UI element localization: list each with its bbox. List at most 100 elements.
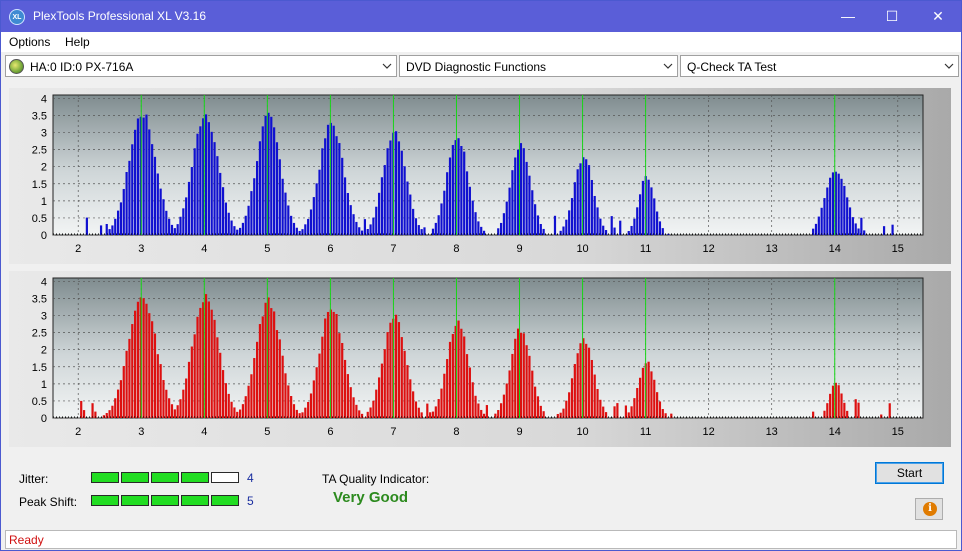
jitter-label: Jitter: [19,472,49,486]
bottom-x-tick-label: 4 [201,426,207,438]
top-histogram-bar [423,227,426,235]
top-histogram-bar [216,156,219,235]
window-title: PlexTools Professional XL V3.16 [33,9,206,23]
bottom-histogram-bar [562,408,565,418]
top-x-tick-label: 14 [829,243,841,255]
bottom-histogram-bar [502,394,506,418]
peak-shift-meter-segment [181,495,209,506]
top-histogram-bar [122,188,125,235]
bottom-histogram-bar [505,383,508,418]
title-bar[interactable]: XL PlexTools Professional XL V3.16 — ☐ ✕ [1,1,961,32]
top-histogram-bar [579,163,582,235]
bottom-histogram-bar [406,365,409,418]
close-button[interactable]: ✕ [932,8,944,24]
bottom-x-tick-label: 3 [138,426,144,438]
bottom-histogram-bar [613,406,616,418]
bottom-histogram-bar [173,409,176,418]
bottom-histogram-bar [585,343,588,418]
top-histogram-bar [190,167,193,235]
bottom-x-tick-label: 15 [892,426,904,438]
bottom-histogram-bar [440,388,443,418]
menu-help[interactable]: Help [65,35,90,49]
maximize-button[interactable]: ☐ [885,8,899,24]
top-histogram-bar [389,140,392,235]
top-histogram-bar [451,144,454,235]
top-histogram-bar [287,205,290,235]
top-histogram-bar [882,226,886,235]
menu-options[interactable]: Options [9,35,51,49]
bottom-graph-panel: 4 3.5 3 2.5 2 1.5 1 0.5 0 2 3 4 5 6 7 8 9 10 11 12 13 14 15 [9,271,951,447]
top-x-tick-label: 12 [703,243,715,255]
bottom-histogram-bar [261,316,264,418]
bottom-histogram-bar [514,338,517,418]
bottom-histogram-bar [536,396,540,418]
bottom-y-tick-label: 3.5 [32,293,47,305]
bottom-histogram-bar [638,377,642,418]
bottom-histogram-bar [429,412,432,418]
bottom-histogram-bar [369,407,372,418]
top-histogram-bar [142,117,145,235]
top-histogram-bar [230,220,233,235]
top-histogram-bar [610,216,613,235]
start-button[interactable]: Start [875,462,944,484]
top-histogram-bar [301,229,304,235]
bottom-histogram-bar [463,336,466,418]
top-histogram-bar [281,178,284,235]
top-histogram-bar [465,171,469,235]
bottom-histogram-bar [128,338,131,418]
bottom-histogram-bar [599,399,602,418]
bottom-histogram-bar [451,334,454,418]
top-histogram-bar [267,112,270,235]
bottom-histogram-bar [165,389,168,418]
top-histogram-bar [182,208,185,235]
bottom-x-tick-label: 2 [75,426,81,438]
top-histogram-bar [241,222,245,235]
minimize-button[interactable]: — [841,8,855,24]
top-histogram-bar [326,124,330,235]
bottom-histogram-bar [264,302,267,418]
bottom-histogram-bar [375,389,378,418]
top-histogram-bar [613,227,616,235]
top-histogram-bar [238,227,242,235]
peak-shift-label: Peak Shift: [19,495,78,509]
top-histogram-bar [863,230,866,235]
bottom-histogram-bar [122,366,125,418]
bottom-x-tick-label: 9 [516,426,522,438]
bottom-histogram-bar [383,349,386,418]
top-histogram-bar [848,207,852,235]
bottom-histogram-bar [366,411,369,418]
bottom-histogram-bar [380,363,384,418]
top-histogram-bar [131,144,134,235]
bottom-histogram-bar [854,399,857,418]
bottom-y-tick-label: 0.5 [32,396,47,408]
bottom-histogram-bar [230,401,233,418]
peak-shift-meter-segment [121,495,149,506]
bottom-histogram-bar [454,325,457,418]
bottom-histogram-bar [221,370,225,418]
top-histogram-bar [846,197,849,235]
top-histogram-bar [457,138,460,235]
top-histogram-bar [658,221,662,235]
top-histogram-bar [585,159,588,235]
jitter-meter [91,472,241,483]
top-histogram-bar [253,178,256,235]
top-histogram-bar [119,202,123,235]
bottom-histogram-bar [812,411,815,418]
bottom-histogram-bar [287,385,290,418]
bottom-histogram-bar [826,403,829,418]
drive-select[interactable]: HA:0 ID:0 PX-716A [5,55,397,77]
info-button[interactable]: i [915,498,943,520]
top-histogram-bar [857,228,860,235]
bottom-histogram-bar [542,411,545,418]
top-x-tick-label: 6 [327,243,333,255]
bottom-histogram-bar [460,328,463,418]
bottom-histogram-bar [312,380,315,418]
top-histogram-bar [843,185,846,235]
bottom-histogram-bar [531,370,534,418]
top-histogram-bar [270,116,273,235]
function-select[interactable]: DVD Diagnostic Functions [399,55,678,77]
bottom-histogram-bar [604,412,608,418]
bottom-histogram-bar [647,361,650,418]
bottom-histogram-bar [846,410,849,418]
test-select[interactable]: Q-Check TA Test [680,55,959,77]
